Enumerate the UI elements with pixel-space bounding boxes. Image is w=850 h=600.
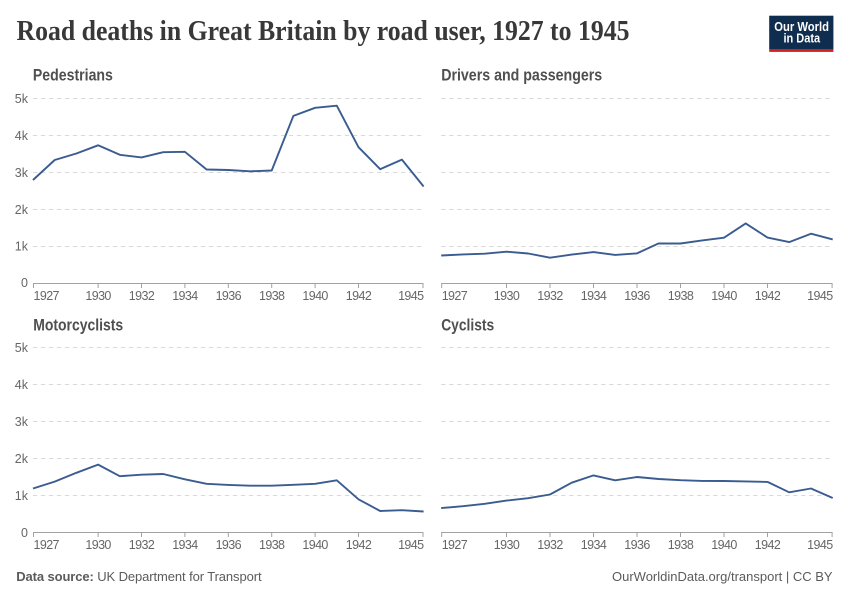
svg-text:1945: 1945	[807, 538, 833, 552]
svg-text:1930: 1930	[85, 538, 111, 552]
svg-text:1938: 1938	[668, 289, 694, 303]
svg-text:1934: 1934	[172, 289, 198, 303]
svg-text:4k: 4k	[15, 129, 29, 143]
svg-text:1927: 1927	[442, 289, 468, 303]
svg-text:1932: 1932	[129, 289, 155, 303]
svg-text:1932: 1932	[537, 538, 563, 552]
svg-text:1940: 1940	[711, 289, 737, 303]
svg-text:1942: 1942	[755, 289, 781, 303]
svg-text:1936: 1936	[624, 538, 650, 552]
svg-text:1942: 1942	[346, 289, 372, 303]
svg-text:3k: 3k	[15, 415, 29, 429]
svg-text:1936: 1936	[216, 538, 242, 552]
svg-text:0: 0	[21, 276, 28, 290]
svg-text:1938: 1938	[668, 538, 694, 552]
svg-text:OurWorldinData.org/transport |: OurWorldinData.org/transport | CC BY	[612, 569, 833, 584]
svg-text:1938: 1938	[259, 538, 285, 552]
svg-text:1934: 1934	[172, 538, 198, 552]
svg-text:0: 0	[21, 526, 28, 540]
svg-text:2k: 2k	[15, 452, 29, 466]
svg-text:1945: 1945	[398, 289, 424, 303]
svg-text:5k: 5k	[15, 341, 29, 355]
svg-text:2k: 2k	[15, 203, 29, 217]
svg-text:4k: 4k	[15, 378, 29, 392]
svg-text:Road deaths in Great Britain b: Road deaths in Great Britain by road use…	[17, 15, 630, 47]
svg-text:1927: 1927	[34, 289, 60, 303]
svg-text:1936: 1936	[216, 289, 242, 303]
svg-text:Motorcyclists: Motorcyclists	[33, 315, 123, 334]
svg-text:1930: 1930	[494, 289, 520, 303]
svg-text:1932: 1932	[129, 538, 155, 552]
svg-text:1940: 1940	[302, 538, 328, 552]
svg-text:1942: 1942	[346, 538, 372, 552]
svg-text:1945: 1945	[398, 538, 424, 552]
svg-text:Data source: UK Department for: Data source: UK Department for Transport	[16, 569, 262, 584]
svg-text:1942: 1942	[755, 538, 781, 552]
svg-text:1934: 1934	[581, 289, 607, 303]
svg-text:1936: 1936	[624, 289, 650, 303]
svg-text:1930: 1930	[494, 538, 520, 552]
svg-text:1932: 1932	[537, 289, 563, 303]
svg-text:1k: 1k	[15, 240, 29, 254]
svg-text:1940: 1940	[711, 538, 737, 552]
svg-text:1945: 1945	[807, 289, 833, 303]
svg-text:1940: 1940	[302, 289, 328, 303]
svg-text:1930: 1930	[85, 289, 111, 303]
svg-text:1927: 1927	[34, 538, 60, 552]
svg-text:5k: 5k	[15, 92, 29, 106]
svg-text:1927: 1927	[442, 538, 468, 552]
svg-text:in Data: in Data	[783, 31, 820, 46]
svg-text:1934: 1934	[581, 538, 607, 552]
svg-text:3k: 3k	[15, 166, 29, 180]
svg-text:Pedestrians: Pedestrians	[33, 65, 113, 84]
svg-text:Our World: Our World	[774, 19, 829, 34]
svg-text:1938: 1938	[259, 289, 285, 303]
svg-text:1k: 1k	[15, 489, 29, 503]
svg-text:Drivers and passengers: Drivers and passengers	[441, 65, 602, 84]
svg-text:Cyclists: Cyclists	[441, 315, 494, 334]
